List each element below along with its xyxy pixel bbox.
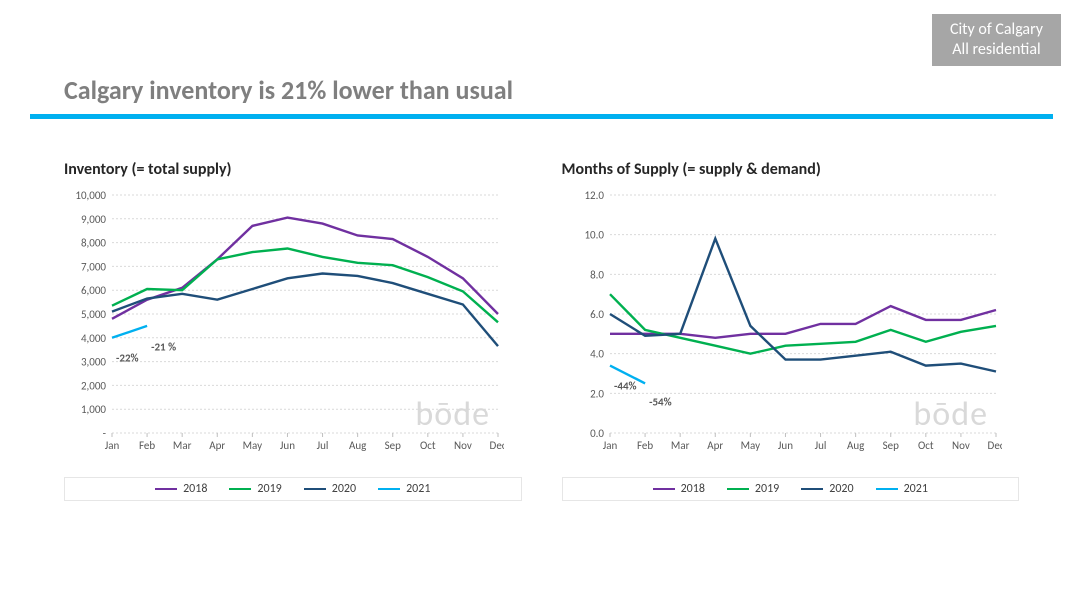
y-tick-label: 10,000 (75, 189, 106, 202)
title-rule (30, 114, 1053, 119)
series-2019 (610, 294, 996, 354)
charts-row: Inventory (= total supply) -1,0002,0003,… (64, 160, 1019, 501)
y-tick-label: 4,000 (81, 332, 106, 345)
legend-label: 2021 (904, 482, 928, 496)
y-tick-label: 3,000 (81, 356, 106, 369)
legend-item-2020: 2020 (801, 482, 853, 496)
badge-line1: City of Calgary (950, 20, 1043, 40)
data-label: -44% (614, 379, 637, 392)
legend-left: 2018 2019 2020 2021 (64, 477, 522, 501)
series-2019 (112, 249, 498, 323)
legend-swatch (876, 488, 898, 491)
legend-item-2020: 2020 (304, 482, 356, 496)
series-2018 (112, 218, 498, 319)
x-tick-label: Mar (173, 439, 192, 452)
legend-swatch (378, 488, 400, 491)
x-tick-label: May (243, 439, 262, 452)
series-2020 (610, 239, 996, 372)
legend-label: 2021 (406, 482, 430, 496)
x-tick-label: Oct (918, 439, 934, 452)
y-tick-label: 9,000 (81, 213, 106, 226)
y-tick-label: 6.0 (590, 308, 604, 321)
y-tick-label: 2,000 (81, 379, 106, 392)
panel-right-title: Months of Supply (= supply & demand) (562, 160, 1020, 179)
legend-item-2018: 2018 (155, 482, 207, 496)
legend-item-2019: 2019 (727, 482, 779, 496)
x-tick-label: Feb (637, 439, 653, 452)
x-tick-label: Aug (846, 439, 863, 452)
legend-swatch (229, 488, 251, 491)
y-tick-label: 10.0 (584, 229, 604, 242)
badge-line2: All residential (950, 40, 1043, 60)
legend-swatch (155, 488, 177, 491)
chart-right: 0.02.04.06.08.010.012.0bōdeJanFebMarAprM… (562, 189, 1020, 469)
x-tick-label: Apr (209, 439, 225, 452)
legend-swatch (304, 488, 326, 491)
legend-label: 2018 (183, 482, 207, 496)
data-label: -54% (649, 395, 672, 408)
legend-label: 2019 (755, 482, 779, 496)
page-title: Calgary inventory is 21% lower than usua… (64, 74, 513, 106)
x-tick-label: Dec (987, 439, 1001, 452)
y-tick-label: 7,000 (81, 260, 106, 273)
x-tick-label: Jan (602, 439, 617, 452)
panel-left: Inventory (= total supply) -1,0002,0003,… (64, 160, 522, 501)
chart-left: -1,0002,0003,0004,0005,0006,0007,0008,00… (64, 189, 522, 469)
watermark: bōde (913, 394, 988, 435)
y-tick-label: 6,000 (81, 284, 106, 297)
x-tick-label: Jun (280, 439, 295, 452)
x-tick-label: Jun (777, 439, 792, 452)
panel-right: Months of Supply (= supply & demand) 0.0… (562, 160, 1020, 501)
legend-item-2021: 2021 (876, 482, 928, 496)
x-tick-label: Aug (349, 439, 366, 452)
y-tick-label: 5,000 (81, 308, 106, 321)
watermark: bōde (415, 394, 490, 435)
x-tick-label: Mar (670, 439, 689, 452)
y-tick-label: 1,000 (81, 403, 106, 416)
panel-left-title: Inventory (= total supply) (64, 160, 522, 179)
y-tick-label: 4.0 (590, 348, 604, 361)
data-label: -22% (116, 351, 139, 364)
legend-right: 2018 2019 2020 2021 (562, 477, 1020, 501)
legend-swatch (727, 488, 749, 491)
x-tick-label: Sep (882, 439, 899, 452)
legend-item-2019: 2019 (229, 482, 281, 496)
legend-label: 2020 (332, 482, 356, 496)
x-tick-label: Jan (105, 439, 120, 452)
series-2018 (610, 306, 996, 338)
x-tick-label: Nov (454, 439, 472, 452)
x-tick-label: Dec (490, 439, 504, 452)
legend-item-2018: 2018 (653, 482, 705, 496)
y-tick-label: 2.0 (590, 387, 604, 400)
legend-item-2021: 2021 (378, 482, 430, 496)
x-tick-label: Oct (420, 439, 436, 452)
y-tick-label: 8.0 (590, 268, 604, 281)
x-tick-label: Apr (707, 439, 723, 452)
legend-label: 2019 (257, 482, 281, 496)
legend-swatch (653, 488, 675, 491)
x-tick-label: Nov (951, 439, 969, 452)
y-tick-label: 12.0 (584, 189, 604, 202)
x-tick-label: Feb (139, 439, 155, 452)
x-tick-label: Sep (385, 439, 402, 452)
legend-label: 2020 (829, 482, 853, 496)
context-badge: City of Calgary All residential (932, 14, 1061, 66)
x-tick-label: May (740, 439, 759, 452)
y-tick-label: 8,000 (81, 237, 106, 250)
legend-label: 2018 (681, 482, 705, 496)
legend-swatch (801, 488, 823, 491)
series-2020 (112, 274, 498, 347)
x-tick-label: Jul (814, 439, 826, 452)
data-label: -21 % (151, 341, 176, 354)
series-2021 (112, 326, 147, 338)
x-tick-label: Jul (317, 439, 329, 452)
